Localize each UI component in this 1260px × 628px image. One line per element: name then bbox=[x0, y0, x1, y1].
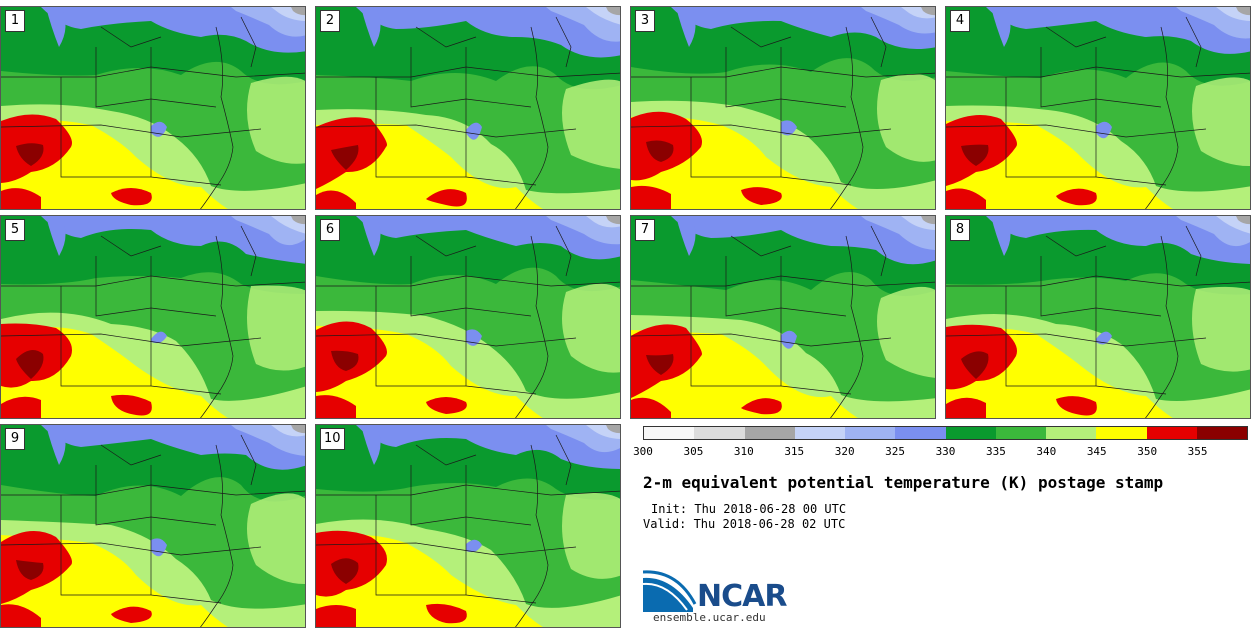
colorbar-segment bbox=[995, 427, 1046, 439]
member-number-label: 9 bbox=[5, 428, 25, 450]
member-number-label: 1 bbox=[5, 10, 25, 32]
colorbar-segment bbox=[794, 427, 845, 439]
ncar-logo-icon bbox=[643, 570, 697, 612]
ensemble-member-map: 7 bbox=[630, 215, 936, 419]
colorbar-segment bbox=[845, 427, 896, 439]
member-number-label: 6 bbox=[320, 219, 340, 241]
colorbar-tick-label: 320 bbox=[834, 445, 855, 458]
colorbar-segment bbox=[744, 427, 795, 439]
ensemble-member-map: 5 bbox=[0, 215, 306, 419]
colorbar-tick-label: 325 bbox=[885, 445, 906, 458]
colorbar-segment bbox=[1096, 427, 1147, 439]
colorbar-tick-label: 315 bbox=[784, 445, 805, 458]
ensemble-member-map: 1 bbox=[0, 6, 306, 210]
ensemble-member-map: 10 bbox=[315, 424, 621, 628]
member-number-label: 7 bbox=[635, 219, 655, 241]
member-number-label: 3 bbox=[635, 10, 655, 32]
brand-url: ensemble.ucar.edu bbox=[653, 611, 766, 624]
colorbar-segment bbox=[945, 427, 996, 439]
member-number-label: 4 bbox=[950, 10, 970, 32]
colorbar-tick-label: 355 bbox=[1187, 445, 1208, 458]
colorbar-tick-label: 300 bbox=[633, 445, 653, 458]
colorbar-tick-label: 310 bbox=[733, 445, 754, 458]
colorbar-segment bbox=[1196, 427, 1247, 439]
brand-name: NCAR bbox=[697, 579, 787, 614]
ensemble-member-map: 2 bbox=[315, 6, 621, 210]
colorbar-segment bbox=[1146, 427, 1197, 439]
colorbar-ticks: 300 305 310 315 320 325 330 335 340 345 350 355 bbox=[633, 445, 1248, 459]
ensemble-member-map: 8 bbox=[945, 215, 1251, 419]
colorbar-tick-label: 330 bbox=[935, 445, 956, 458]
colorbar-tick-label: 340 bbox=[1036, 445, 1057, 458]
colorbar-segment bbox=[895, 427, 946, 439]
member-number-label: 8 bbox=[950, 219, 970, 241]
colorbar-tick-label: 305 bbox=[683, 445, 704, 458]
member-number-label: 10 bbox=[320, 428, 345, 450]
map-title: 2-m equivalent potential temperature (K)… bbox=[643, 473, 1164, 492]
colorbar-tick-label: 350 bbox=[1137, 445, 1158, 458]
member-number-label: 5 bbox=[5, 219, 25, 241]
colorbar-tick-label: 345 bbox=[1086, 445, 1107, 458]
ensemble-member-map: 9 bbox=[0, 424, 306, 628]
ensemble-member-map: 6 bbox=[315, 215, 621, 419]
init-time: Init: Thu 2018-06-28 00 UTC bbox=[651, 502, 847, 516]
colorbar bbox=[643, 426, 1248, 440]
ensemble-member-map: 3 bbox=[630, 6, 936, 210]
colorbar-tick-label: 335 bbox=[985, 445, 1006, 458]
valid-time: Valid: Thu 2018-06-28 02 UTC bbox=[643, 517, 846, 531]
member-number-label: 2 bbox=[320, 10, 340, 32]
ensemble-member-map: 4 bbox=[945, 6, 1251, 210]
colorbar-segment bbox=[1046, 427, 1097, 439]
colorbar-segment bbox=[694, 427, 745, 439]
colorbar-segment bbox=[644, 427, 695, 439]
